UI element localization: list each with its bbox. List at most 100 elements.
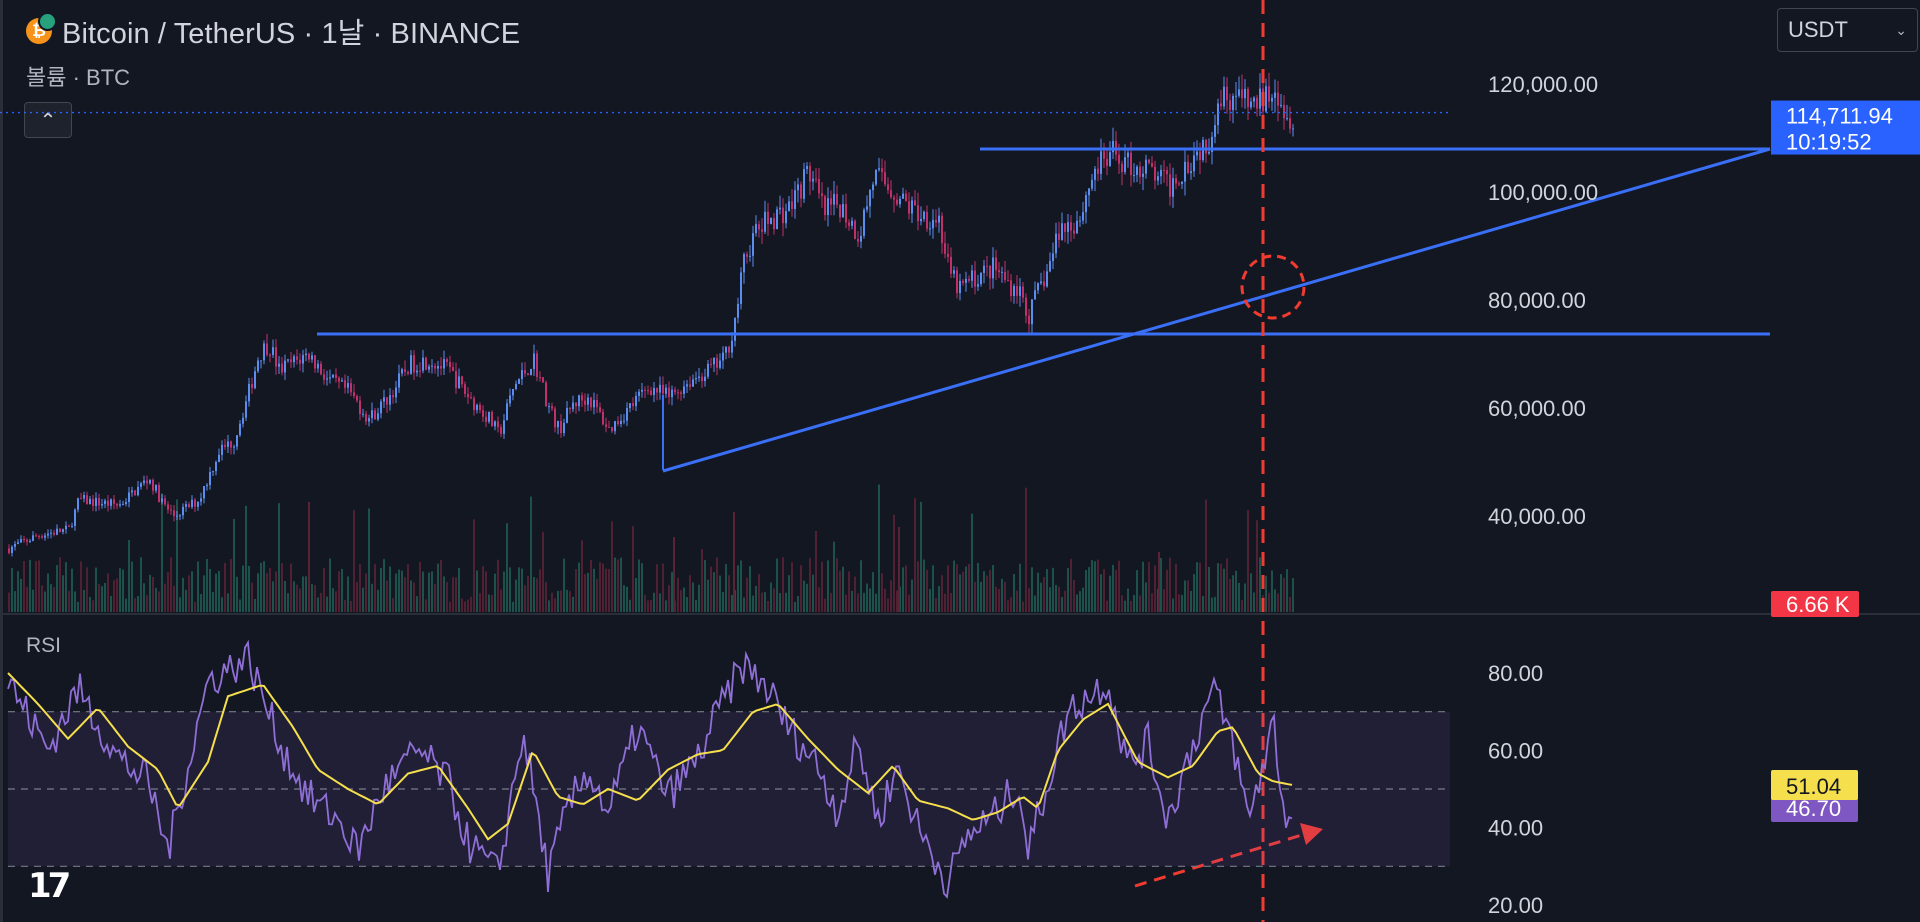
candle-body (452, 367, 454, 371)
rsi-pane-label[interactable]: RSI (26, 634, 62, 657)
volume-bar (368, 508, 370, 612)
candle-body (98, 497, 100, 506)
volume-bar (617, 559, 619, 612)
currency-select[interactable]: USDT ⌄ (1777, 8, 1918, 52)
volume-bar (1115, 570, 1117, 612)
rsi-pane (7, 639, 1450, 899)
tether-icon (38, 12, 57, 31)
volume-bar (572, 596, 574, 612)
volume-bar (173, 585, 175, 612)
volume-badge[interactable] (1771, 591, 1859, 617)
candle-body (1226, 86, 1228, 101)
volume-bar (623, 585, 625, 612)
candle-body (941, 215, 943, 244)
volume-bar (704, 560, 706, 612)
ascending-trendline[interactable] (662, 147, 1771, 473)
candle-body (335, 374, 337, 378)
volume-indicator-label[interactable]: 볼륨 · BTC (26, 65, 131, 90)
volume-bar (1016, 590, 1018, 612)
candle-body (887, 184, 889, 191)
volume-bar (92, 600, 94, 612)
last-price-badge[interactable] (1771, 100, 1920, 155)
candle-body (293, 356, 295, 363)
candle-body (368, 418, 370, 422)
candle-body (650, 390, 652, 395)
candle-body (1211, 136, 1213, 152)
volume-bar (164, 583, 166, 612)
candle-body (218, 454, 220, 462)
candle-body (782, 207, 784, 224)
volume-bar (56, 565, 58, 612)
candle-body (518, 379, 520, 384)
volume-bar (191, 571, 193, 612)
volume-bar (842, 566, 844, 612)
candle-body (524, 370, 526, 374)
volume-bar (1271, 570, 1273, 612)
candle-body (812, 178, 814, 182)
volume-bar (317, 597, 319, 612)
volume-bar (401, 570, 403, 612)
candle-body (491, 411, 493, 427)
tradingview-logo[interactable]: 17 (28, 866, 71, 906)
candle-body (20, 539, 22, 543)
collapse-indicators-button[interactable]: ⌃ (24, 102, 72, 138)
volume-bar (1160, 558, 1162, 612)
candle-body (1175, 178, 1177, 184)
divergence-arrow[interactable] (1134, 832, 1306, 888)
candle-body (1265, 86, 1267, 112)
volume-bar (389, 566, 391, 612)
symbol-title[interactable]: Bitcoin / TetherUS · 1날 · BINANCE (62, 18, 521, 50)
volume-bar (983, 571, 985, 612)
candle-body (638, 391, 640, 396)
candle-body (767, 211, 769, 224)
candle-body (932, 219, 934, 229)
volume-bar (209, 568, 211, 612)
volume-bar (914, 498, 916, 612)
rsi-value-badge[interactable] (1771, 794, 1858, 822)
volume-bar (395, 573, 397, 612)
candle-body (974, 270, 976, 287)
volume-bar (659, 593, 661, 612)
candle-body (662, 384, 664, 394)
candle-body (389, 395, 391, 405)
price-axis[interactable]: 40,000.00 60,000.00 80,000.00 100,000.00 120… (1488, 72, 1920, 918)
volume-bar (536, 578, 538, 612)
rsi-ma-badge[interactable] (1771, 770, 1858, 800)
candle-body (1094, 168, 1096, 180)
candle-body (182, 506, 184, 516)
candle-body (968, 278, 970, 281)
volume-bar (374, 564, 376, 612)
volume-bar (995, 586, 997, 612)
volume-bar (872, 572, 874, 612)
volume-bar (446, 582, 448, 612)
volume-bar (620, 557, 622, 612)
candle-body (71, 525, 73, 527)
volume-bar (1136, 570, 1138, 612)
volume-bar (953, 560, 955, 612)
candle-body (977, 284, 979, 287)
drawings[interactable] (0, 0, 1771, 922)
candle-body (122, 503, 124, 505)
volume-bar (851, 590, 853, 612)
candle-body (1199, 151, 1201, 160)
candle-body (548, 406, 550, 408)
candle-body (719, 360, 721, 368)
volume-bar (377, 589, 379, 612)
candle-body (758, 224, 760, 230)
candle-body (1103, 151, 1105, 159)
candle-body (350, 383, 352, 393)
volume-bar (341, 568, 343, 612)
volume-bar (680, 590, 682, 612)
highlight-circle[interactable] (1240, 254, 1306, 320)
candle-body (545, 382, 547, 407)
volume-bar (428, 572, 430, 612)
volume-bar (686, 597, 688, 612)
volume-bar (332, 588, 334, 612)
candle-body (164, 498, 166, 505)
volume-bar (965, 566, 967, 612)
candle-body (131, 490, 133, 493)
candle-body (644, 389, 646, 391)
candle-body (527, 373, 529, 376)
volume-bar (683, 587, 685, 612)
